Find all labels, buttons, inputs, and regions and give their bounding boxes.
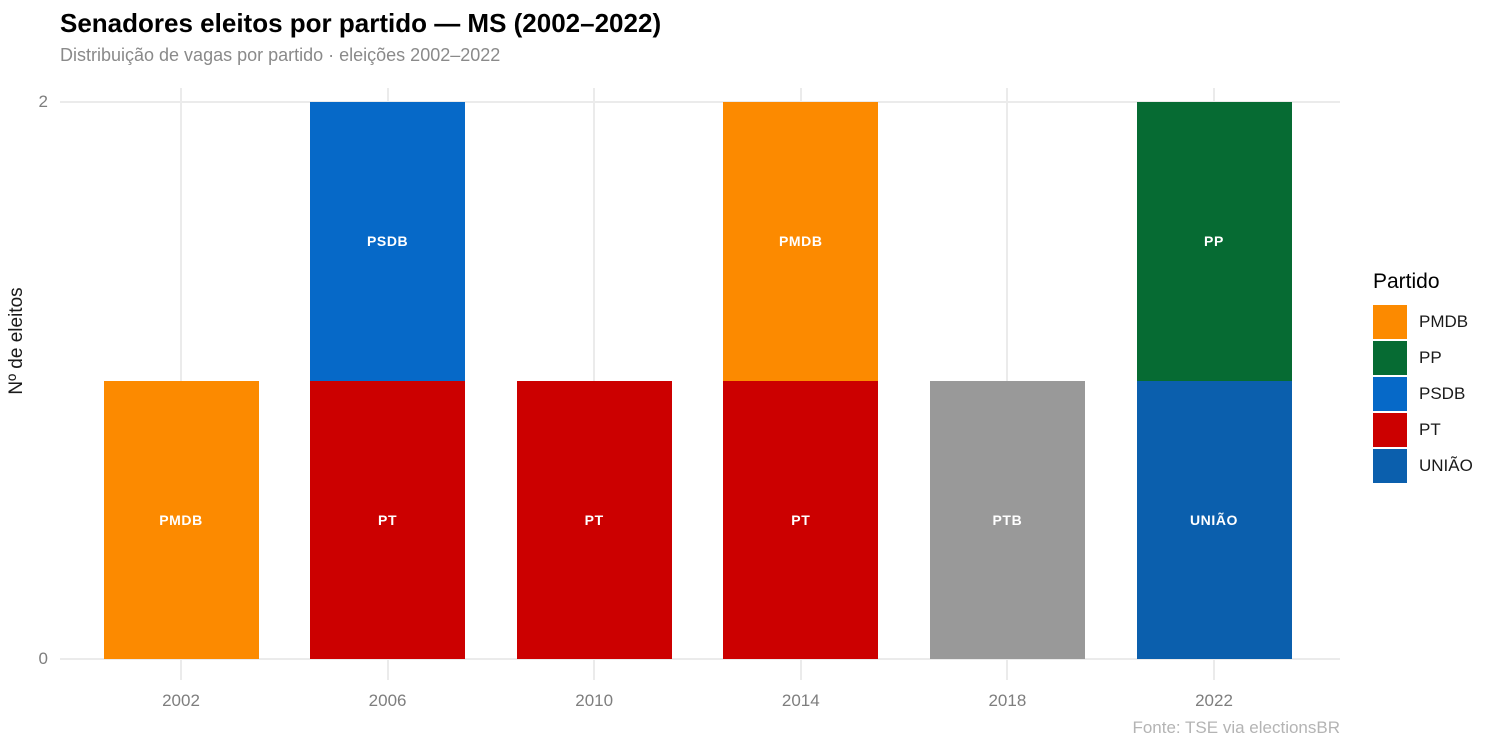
legend: Partido PMDB PP PSDB PT UNIÃO — [1373, 268, 1500, 484]
y-tick-label-2: 2 — [38, 92, 48, 111]
legend-entries: PMDB PP PSDB PT UNIÃO — [1373, 304, 1500, 484]
bar-segment-2022-PP: PP — [1136, 102, 1292, 381]
x-tick-label-2014: 2014 — [781, 691, 820, 710]
x-tick-label-2010: 2010 — [575, 691, 614, 710]
legend-label-UNIÃO: UNIÃO — [1419, 456, 1473, 475]
source-caption: Fonte: TSE via electionsBR — [1132, 718, 1340, 737]
legend-entry-PSDB: PSDB — [1373, 376, 1500, 412]
y-tick-label-0: 0 — [38, 649, 48, 668]
legend-title: Partido — [1373, 270, 1440, 293]
legend-entry-PMDB: PMDB — [1373, 304, 1500, 340]
legend-swatch-UNIÃO — [1373, 449, 1407, 483]
legend-label-PT: PT — [1419, 420, 1441, 439]
gridline-h-0 — [60, 658, 1340, 660]
bar-segment-2010-PT: PT — [516, 380, 672, 659]
chart-title: Senadores eleitos por partido — MS (2002… — [60, 8, 662, 38]
gridline-h-2 — [60, 101, 1340, 103]
legend-label-PP: PP — [1419, 348, 1442, 367]
legend-label-PSDB: PSDB — [1419, 384, 1466, 403]
bar-label-PMDB: PMDB — [778, 233, 823, 250]
legend-swatch-PMDB — [1373, 305, 1407, 339]
y-axis-title: Nº de eleitos — [6, 287, 27, 395]
bar-segment-2014-PT: PT — [723, 380, 879, 659]
bar-label-UNIÃO: UNIÃO — [1189, 511, 1239, 528]
x-tick-label-2018: 2018 — [988, 691, 1027, 710]
legend-label-PMDB: PMDB — [1419, 312, 1469, 331]
bar-label-PTB: PTB — [992, 511, 1023, 528]
bar-label-PMDB: PMDB — [159, 511, 203, 528]
bar-label-PP: PP — [1204, 233, 1224, 250]
bar-label-PSDB: PSDB — [366, 233, 409, 250]
x-tick-label-2002: 2002 — [162, 691, 200, 710]
bar-segment-2022-UNIÃO: UNIÃO — [1136, 380, 1292, 659]
x-tick-label-2006: 2006 — [368, 691, 407, 710]
chart-subtitle: Distribuição de vagas por partido · elei… — [60, 45, 501, 65]
bar-segment-2006-PSDB: PSDB — [310, 102, 466, 381]
legend-swatch-PSDB — [1373, 377, 1407, 411]
bar-segment-2002-PMDB: PMDB — [103, 380, 259, 659]
x-tick-label-2022: 2022 — [1195, 691, 1233, 710]
bar-segment-2006-PT: PT — [310, 380, 466, 659]
bar-segment-2018-PTB: PTB — [929, 380, 1085, 659]
legend-swatch-PT — [1373, 413, 1407, 447]
legend-entry-PP: PP — [1373, 340, 1500, 376]
bar-label-PT: PT — [791, 511, 811, 528]
legend-entry-UNIÃO: UNIÃO — [1373, 448, 1500, 484]
bar-label-PT: PT — [378, 511, 398, 528]
legend-entry-PT: PT — [1373, 412, 1500, 448]
bar-segment-2014-PMDB: PMDB — [723, 102, 879, 381]
bar-label-PT: PT — [584, 511, 604, 528]
legend-swatch-PP — [1373, 341, 1407, 375]
